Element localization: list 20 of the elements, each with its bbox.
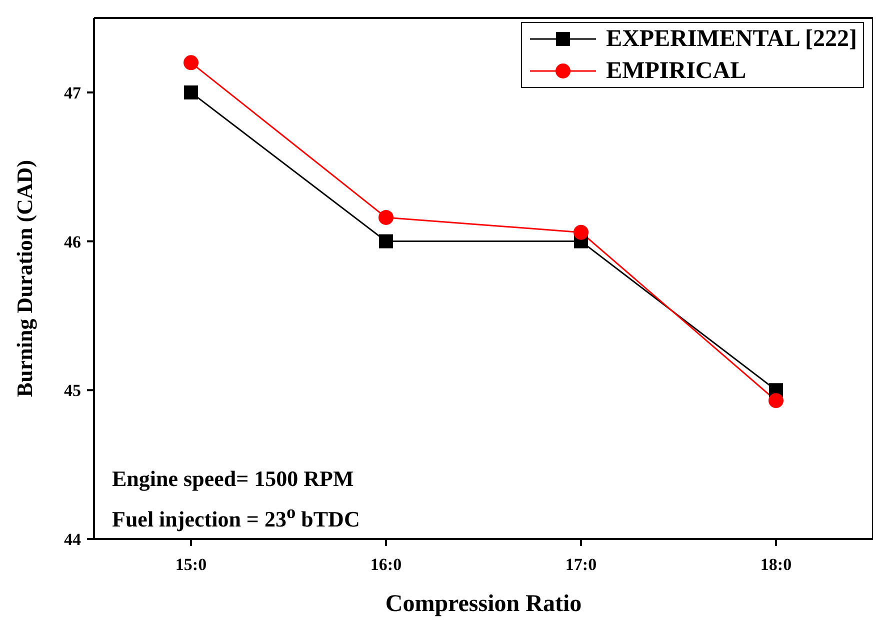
y-tick-label: 47 (64, 83, 82, 102)
annotation: Engine speed= 1500 RPM (112, 466, 355, 493)
point (184, 85, 198, 100)
point (379, 234, 393, 248)
point (378, 210, 394, 225)
x-tick-label: 15:0 (175, 555, 207, 574)
point (768, 393, 784, 408)
y-tick-label: 46 (64, 232, 81, 252)
x-tick-label: 16:0 (370, 555, 402, 574)
x-tick-label: 18:0 (760, 555, 792, 574)
point (574, 224, 588, 240)
annotation: Fuel injection = 23$^{o}$ bTDC (112, 502, 360, 534)
legend-label: EXPERIMENTAL [222] (606, 26, 857, 52)
y-axis-title: Burning Duration (CAD) (12, 160, 37, 398)
point (184, 55, 198, 70)
y-tick-label: 45 (64, 381, 81, 400)
x-axis-title: Compression Ratio (385, 591, 582, 617)
x-tick-label: 17:0 (565, 555, 597, 574)
legend-label: EMPIRICAL (606, 58, 746, 84)
y-tick-label: 44 (64, 530, 82, 550)
